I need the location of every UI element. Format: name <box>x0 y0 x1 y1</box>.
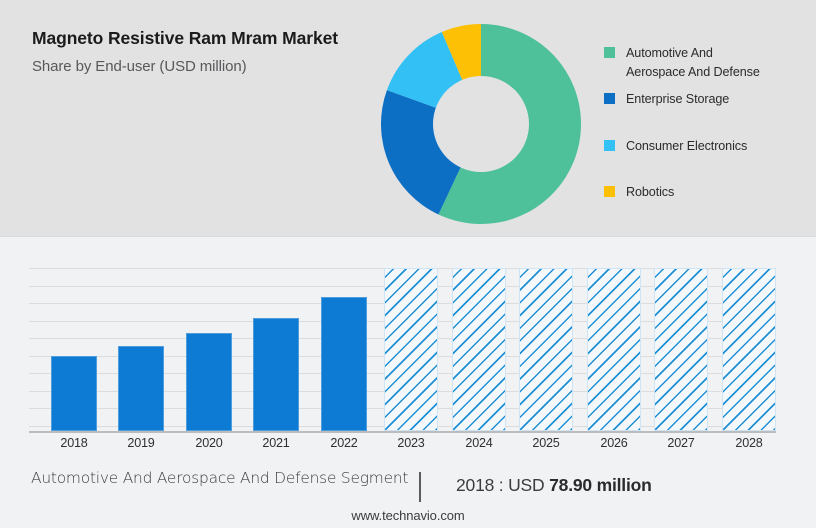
x-axis-tick-label: 2022 <box>330 436 358 450</box>
x-axis-line <box>29 431 776 433</box>
bar[interactable] <box>118 346 164 431</box>
donut-hole <box>433 76 529 172</box>
footer-value-highlight: 78.90 million <box>549 475 652 495</box>
forecast-bar[interactable] <box>587 268 641 431</box>
forecast-bar[interactable] <box>384 268 438 431</box>
x-axis-tick-label: 2021 <box>262 436 290 450</box>
legend-item-label: Enterprise Storage <box>626 92 730 106</box>
legend-item-automotive[interactable]: Automotive And Aerospace And Defense <box>604 44 760 81</box>
bottom-panel: 2018 2019 2020 2021 2022 2023 2024 2025 2026 2027… <box>0 237 816 528</box>
legend-swatch-icon <box>604 47 615 58</box>
footer-value: 2018 : USD 78.90 million <box>456 475 652 496</box>
bar[interactable] <box>51 356 97 431</box>
donut-chart <box>381 24 581 224</box>
title-block: Magneto Resistive Ram Mram Market Share … <box>32 26 372 77</box>
forecast-bar[interactable] <box>519 268 573 431</box>
legend-item-consumer-electronics[interactable]: Consumer Electronics <box>604 137 747 156</box>
footer: Automotive And Aerospace And Defense Seg… <box>0 466 816 528</box>
legend-swatch-icon <box>604 186 615 197</box>
x-axis-tick-label: 2023 <box>397 436 425 450</box>
site-url: www.technavio.com <box>351 508 465 523</box>
segment-name-label: Automotive And Aerospace And Defense Seg… <box>31 469 409 487</box>
x-axis-tick-label: 2028 <box>735 436 763 450</box>
x-axis-tick-label: 2026 <box>600 436 628 450</box>
legend-swatch-icon <box>604 93 615 104</box>
forecast-bar[interactable] <box>452 268 506 431</box>
legend-item-robotics[interactable]: Robotics <box>604 183 674 202</box>
bar-chart-plot-area <box>29 268 776 433</box>
panel-divider <box>0 236 816 237</box>
x-axis-tick-label: 2019 <box>127 436 155 450</box>
legend-item-label: Consumer Electronics <box>626 139 748 153</box>
page-subtitle: Share by End-user (USD million) <box>32 58 247 76</box>
legend-swatch-icon <box>604 140 615 151</box>
x-axis-tick-label: 2025 <box>532 436 560 450</box>
x-axis-tick-label: 2024 <box>465 436 493 450</box>
bar[interactable] <box>321 297 367 431</box>
footer-value-prefix: 2018 : USD <box>456 475 550 495</box>
footer-separator <box>419 472 421 502</box>
forecast-bar[interactable] <box>722 268 776 431</box>
legend-item-label: Automotive And Aerospace And Defense <box>626 46 760 79</box>
bar[interactable] <box>186 333 232 431</box>
x-axis-tick-label: 2020 <box>195 436 223 450</box>
donut-chart-svg <box>381 24 581 224</box>
bar[interactable] <box>253 318 299 431</box>
forecast-bar[interactable] <box>654 268 708 431</box>
page-title: Magneto Resistive Ram Mram Market <box>32 28 338 48</box>
x-axis-tick-label: 2018 <box>60 436 88 450</box>
x-axis-tick-label: 2027 <box>667 436 695 450</box>
legend-item-label: Robotics <box>626 185 675 199</box>
legend-item-enterprise-storage[interactable]: Enterprise Storage <box>604 90 729 109</box>
x-axis-labels: 2018 2019 2020 2021 2022 2023 2024 2025 2026 2027… <box>29 436 776 456</box>
